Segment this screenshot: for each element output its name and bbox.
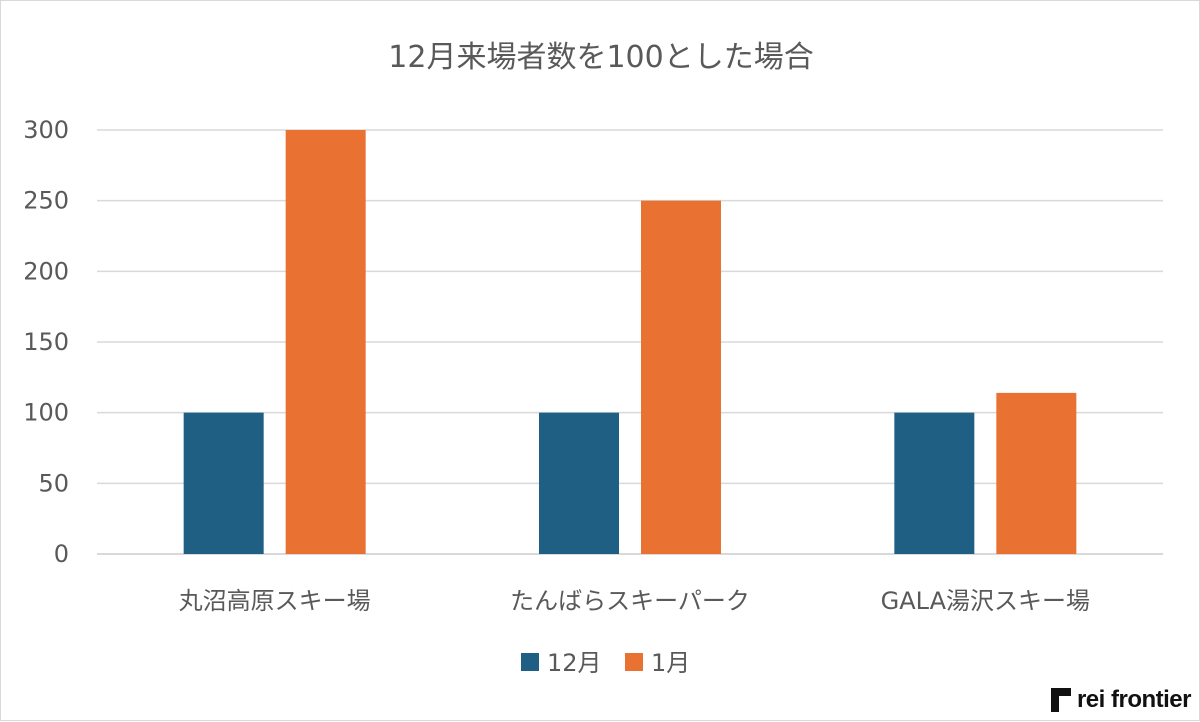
brand-logo: rei frontier bbox=[1050, 686, 1192, 714]
gridlines bbox=[97, 129, 1163, 555]
legend-swatch-january bbox=[625, 653, 643, 671]
bar-december-1 bbox=[183, 412, 264, 554]
y-axis-tick-labels: 0 50 100 150 200 250 300 bbox=[23, 116, 69, 568]
chart-title: 12月来場者数を100とした場合 bbox=[388, 40, 813, 75]
bars bbox=[183, 130, 1077, 554]
bar-december-2 bbox=[539, 412, 619, 554]
legend-swatch-december bbox=[521, 653, 539, 671]
legend-label-december: 12月 bbox=[547, 649, 602, 677]
legend-label-january: 1月 bbox=[651, 649, 690, 677]
y-tick-label: 0 bbox=[54, 540, 69, 568]
y-tick-label: 200 bbox=[23, 257, 69, 285]
brand-name: rei frontier bbox=[1076, 686, 1192, 713]
y-tick-label: 300 bbox=[23, 116, 69, 144]
legend: 12月 1月 bbox=[521, 649, 690, 677]
y-tick-label: 250 bbox=[23, 187, 69, 215]
y-tick-label: 50 bbox=[38, 469, 69, 497]
x-category-label: たんばらスキーパーク bbox=[510, 587, 750, 615]
bar-january-3 bbox=[996, 392, 1077, 554]
bar-january-1 bbox=[285, 130, 366, 554]
y-tick-label: 100 bbox=[23, 399, 69, 427]
rei-frontier-logo-icon bbox=[1050, 688, 1071, 712]
x-category-label: 丸沼高原スキー場 bbox=[179, 587, 371, 615]
x-category-label: GALA湯沢スキー場 bbox=[881, 587, 1090, 615]
bar-january-2 bbox=[641, 200, 721, 554]
x-axis-category-labels: 丸沼高原スキー場 たんばらスキーパーク GALA湯沢スキー場 bbox=[179, 587, 1090, 615]
y-tick-label: 150 bbox=[23, 328, 69, 356]
bar-december-3 bbox=[894, 412, 975, 554]
